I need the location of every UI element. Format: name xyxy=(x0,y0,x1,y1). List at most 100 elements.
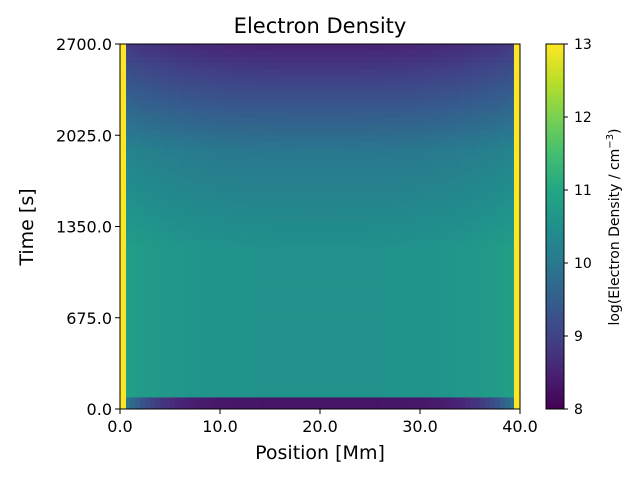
heatmap-cell xyxy=(430,220,436,228)
heatmap-cell xyxy=(325,141,331,149)
heatmap-cell xyxy=(180,110,186,118)
heatmap-cell xyxy=(225,104,231,112)
heatmap-cell xyxy=(450,402,456,409)
heatmap-cell xyxy=(220,360,226,368)
heatmap-cell xyxy=(225,177,231,185)
heatmap-cell xyxy=(430,92,436,100)
heatmap-cell xyxy=(285,62,291,69)
heatmap-cell xyxy=(440,44,446,51)
heatmap-cell xyxy=(435,92,441,100)
heatmap-cell xyxy=(165,366,171,374)
heatmap-cell xyxy=(165,402,171,409)
heatmap-cell xyxy=(125,299,131,307)
heatmap-cell xyxy=(290,202,296,209)
heatmap-cell xyxy=(260,165,266,173)
heatmap-cell xyxy=(465,226,471,234)
heatmap-cell xyxy=(330,329,336,337)
heatmap-cell xyxy=(260,390,266,398)
heatmap-cell xyxy=(435,56,441,63)
heatmap-cell xyxy=(200,293,206,301)
heatmap-cell xyxy=(395,354,401,361)
heatmap-cell xyxy=(155,299,161,307)
heatmap-cell xyxy=(200,44,206,51)
heatmap-cell xyxy=(480,44,486,51)
heatmap-cell xyxy=(150,98,156,106)
heatmap-cell xyxy=(205,402,211,409)
heatmap-cell xyxy=(230,147,236,155)
heatmap-cell xyxy=(160,129,166,136)
heatmap-cell xyxy=(345,117,351,124)
heatmap-cell xyxy=(245,378,251,386)
heatmap-cell xyxy=(280,92,286,100)
heatmap-cell xyxy=(310,378,316,386)
heatmap-cell xyxy=(150,147,156,155)
heatmap-cell xyxy=(125,153,131,161)
heatmap-cell xyxy=(415,171,421,179)
heatmap-cell xyxy=(190,226,196,234)
heatmap-cell xyxy=(370,360,376,368)
heatmap-cell xyxy=(275,92,281,100)
heatmap-cell xyxy=(385,378,391,386)
heatmap-cell xyxy=(260,281,266,288)
heatmap-cell xyxy=(240,153,246,161)
heatmap-cell xyxy=(230,336,236,343)
heatmap-cell xyxy=(350,348,356,355)
heatmap-cell xyxy=(220,208,226,215)
heatmap-cell xyxy=(450,56,456,63)
heatmap-cell xyxy=(485,226,491,234)
heatmap-cell xyxy=(265,293,271,301)
heatmap-cell xyxy=(200,372,206,380)
heatmap-cell xyxy=(220,402,226,409)
heatmap-cell xyxy=(135,287,141,295)
heatmap-cell xyxy=(285,244,291,252)
heatmap-cell xyxy=(310,123,316,130)
heatmap-cell xyxy=(475,135,481,142)
heatmap-cell xyxy=(325,214,331,222)
heatmap-cell xyxy=(150,80,156,88)
heatmap-cell xyxy=(305,238,311,246)
heatmap-cell xyxy=(195,396,201,404)
heatmap-cell xyxy=(485,74,491,82)
heatmap-cell xyxy=(480,123,486,130)
heatmap-cell xyxy=(190,281,196,288)
heatmap-cell xyxy=(395,244,401,252)
heatmap-cell xyxy=(160,56,166,63)
heatmap-cell xyxy=(400,214,406,222)
heatmap-cell xyxy=(230,92,236,100)
heatmap-cell xyxy=(415,208,421,215)
heatmap-cell xyxy=(325,159,331,167)
x-axis: 0.0 10.0 20.0 30.0 40.0 xyxy=(107,409,538,436)
heatmap-cell xyxy=(325,396,331,404)
heatmap-cell xyxy=(340,68,346,76)
heatmap-cell xyxy=(395,183,401,191)
heatmap-cell xyxy=(435,299,441,307)
heatmap-cell xyxy=(370,336,376,343)
heatmap-cell xyxy=(180,354,186,361)
heatmap-cell xyxy=(435,44,441,51)
heatmap-cell xyxy=(200,311,206,319)
heatmap-cell xyxy=(430,226,436,234)
heatmap-cell xyxy=(220,56,226,63)
heatmap-cell xyxy=(505,305,511,313)
heatmap-cell xyxy=(210,366,216,374)
heatmap-cell xyxy=(200,56,206,63)
heatmap-cell xyxy=(410,378,416,386)
heatmap-cell xyxy=(235,117,241,124)
heatmap-cell xyxy=(240,323,246,331)
heatmap-cell xyxy=(330,269,336,276)
heatmap-cell xyxy=(170,110,176,118)
heatmap-cell xyxy=(220,74,226,82)
heatmap-cell xyxy=(320,232,326,240)
heatmap-cell xyxy=(310,396,316,404)
heatmap-cell xyxy=(295,263,301,270)
heatmap-cell xyxy=(235,135,241,142)
heatmap-cell xyxy=(230,171,236,179)
heatmap-cell xyxy=(150,372,156,380)
heatmap-cell xyxy=(285,68,291,76)
heatmap-cell xyxy=(145,256,151,264)
heatmap-cell xyxy=(145,323,151,331)
heatmap-cell xyxy=(255,329,261,337)
heatmap-cell xyxy=(320,293,326,301)
heatmap-cell xyxy=(455,305,461,313)
heatmap-cell xyxy=(340,323,346,331)
